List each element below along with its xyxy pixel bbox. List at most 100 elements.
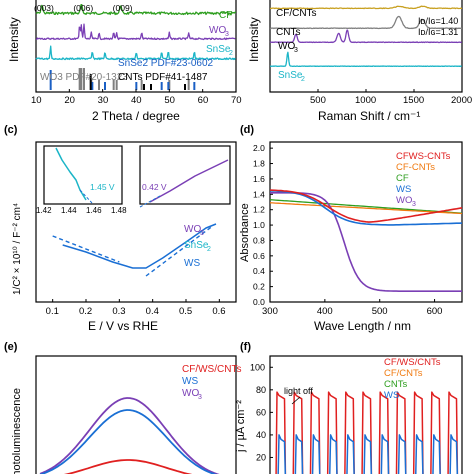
legend-wo3-sub: 3 (198, 394, 202, 401)
inset-1-tick: 1.44 (61, 206, 77, 215)
panel-f-frame (269, 355, 463, 474)
label-snse2-sub: 2 (229, 50, 233, 57)
y-tick-label: 0.8 (253, 235, 265, 245)
y-tick-label: 0.6 (253, 251, 265, 261)
x-tick-label: 0.5 (179, 306, 192, 317)
series-snse2-xrd (35, 45, 236, 61)
x-tick-label: 0.4 (146, 306, 159, 317)
series-wo3-xrd (35, 23, 236, 41)
x-tick-label: 0.2 (79, 306, 92, 317)
y-tick-label: 1.8 (253, 159, 265, 169)
x-tick-label: 10 (31, 95, 42, 106)
label-cnts-pdf: CNTs PDF#41-1487 (118, 72, 208, 83)
x-tick-label: 500 (372, 306, 388, 317)
series-cfwscnts-uv (269, 189, 463, 223)
legend-snse2: SnSe (184, 240, 209, 251)
y-axis-label: j / µA cm⁻² (235, 400, 247, 453)
series-cf-uv (269, 199, 463, 214)
legend-ws: WS (396, 184, 411, 195)
series-wo3-pl (39, 397, 220, 474)
y-tick-label: 0.2 (253, 282, 265, 292)
legend-cfcnts: CF-CNTs (396, 162, 435, 173)
y-tick-label: 1.2 (253, 205, 265, 215)
inset-1-tick: 1.46 (86, 206, 102, 215)
panel-letter-e: (e) (4, 341, 18, 353)
label-snse2-sub: 2 (301, 76, 305, 83)
inset-1-frame (43, 145, 123, 205)
x-tick-label: 40 (131, 95, 142, 106)
legend-cnts: CNTs (384, 379, 407, 390)
inset-2-fit (139, 195, 161, 208)
x-tick-label: 2000 (451, 95, 472, 106)
y-tick-label: 2.0 (253, 143, 265, 153)
inset-2-annotation: 0.42 V (142, 182, 167, 192)
annotation-pointer (291, 396, 301, 405)
y-tick-label: 0.4 (253, 266, 265, 276)
panel-letter-c: (c) (4, 124, 18, 136)
x-tick-label: 30 (98, 95, 109, 106)
y-axis-label: Absorbance (239, 203, 251, 262)
x-tick-label: 0.6 (212, 306, 225, 317)
y-axis-label: Intensity (247, 17, 261, 62)
series-snse2-raman (269, 51, 462, 68)
label-cnts: CNTs (276, 27, 300, 38)
x-tick-label: 0.1 (46, 306, 59, 317)
y-tick-label: 1.0 (253, 220, 265, 230)
fit-line-left (52, 235, 120, 263)
label-snse2-pdf: SnSe2 PDF#23-0602 (118, 58, 214, 69)
legend-wo3: WO (182, 388, 199, 399)
x-axis-label: Raman Shift / cm⁻¹ (318, 109, 420, 123)
legend-ws: WS (182, 376, 198, 387)
series-cfwscnts-jt (275, 391, 459, 474)
y-tick-label: 60 (256, 407, 266, 417)
inset-1-tick: 1.42 (36, 206, 52, 215)
legend-cf: CF (396, 173, 409, 184)
inset-2-curve (149, 159, 229, 203)
x-tick-label: 500 (310, 95, 326, 106)
x-tick-label: 60 (198, 95, 209, 106)
label-snse2: SnSe (206, 44, 231, 55)
label-snse2: SnSe (278, 70, 303, 81)
panel-letter-f: (f) (240, 341, 251, 353)
legend-ws: WS (384, 390, 399, 401)
legend-cfwscnts: CF/WS/CNTs (384, 357, 441, 368)
x-tick-label: 400 (317, 306, 333, 317)
y-axis-label: 1/C² × 10¹⁰ / F⁻² cm⁴ (12, 203, 23, 295)
y-tick-label: 40 (256, 430, 266, 440)
y-tick-label: 80 (256, 385, 266, 395)
panel-e-frame (35, 355, 237, 474)
series-ws-pl (39, 409, 217, 474)
ratio-cfcnts: Iᴅ/Iɢ=1.40 (418, 16, 458, 26)
series-cfwscnts-pl (63, 459, 193, 474)
x-tick-label: 1500 (403, 95, 424, 106)
x-axis-label: 2 Theta / degree (92, 109, 180, 123)
inset-1-fit (79, 189, 93, 204)
x-tick-label: 70 (231, 95, 242, 106)
x-tick-label: 50 (164, 95, 175, 106)
peak-label: (003) (34, 3, 54, 13)
series-ws-uv (269, 190, 463, 226)
series-ws-jt (277, 434, 459, 474)
x-axis-label: E / V vs RHE (88, 319, 158, 333)
label-wo3: WO (209, 25, 226, 36)
y-tick-label: 100 (250, 362, 265, 372)
series-ws-ms (62, 223, 217, 269)
legend-wo3: WO (396, 195, 412, 206)
y-tick-label: 1.6 (253, 174, 265, 184)
inset-1-annotation: 1.45 V (90, 182, 115, 192)
series-wo3-raman (269, 29, 462, 44)
legend-ws: WS (184, 258, 200, 269)
panel-d-frame (269, 141, 463, 303)
x-tick-label: 300 (262, 306, 278, 317)
inset-1-tick: 1.48 (111, 206, 127, 215)
x-tick-label: 20 (64, 95, 75, 106)
label-wo3: WO (278, 41, 295, 52)
legend-wo3-sub: 3 (412, 201, 416, 208)
legend-wo3: WO (184, 224, 201, 235)
y-tick-label: 20 (256, 452, 266, 462)
ratio-cnts: Iᴅ/Iɢ=1.31 (418, 27, 458, 37)
label-wo3-sub: 3 (294, 47, 298, 54)
label-wo3-sub: 3 (225, 31, 229, 38)
legend-cfwscnts: CFWS-CNTs (396, 151, 451, 162)
